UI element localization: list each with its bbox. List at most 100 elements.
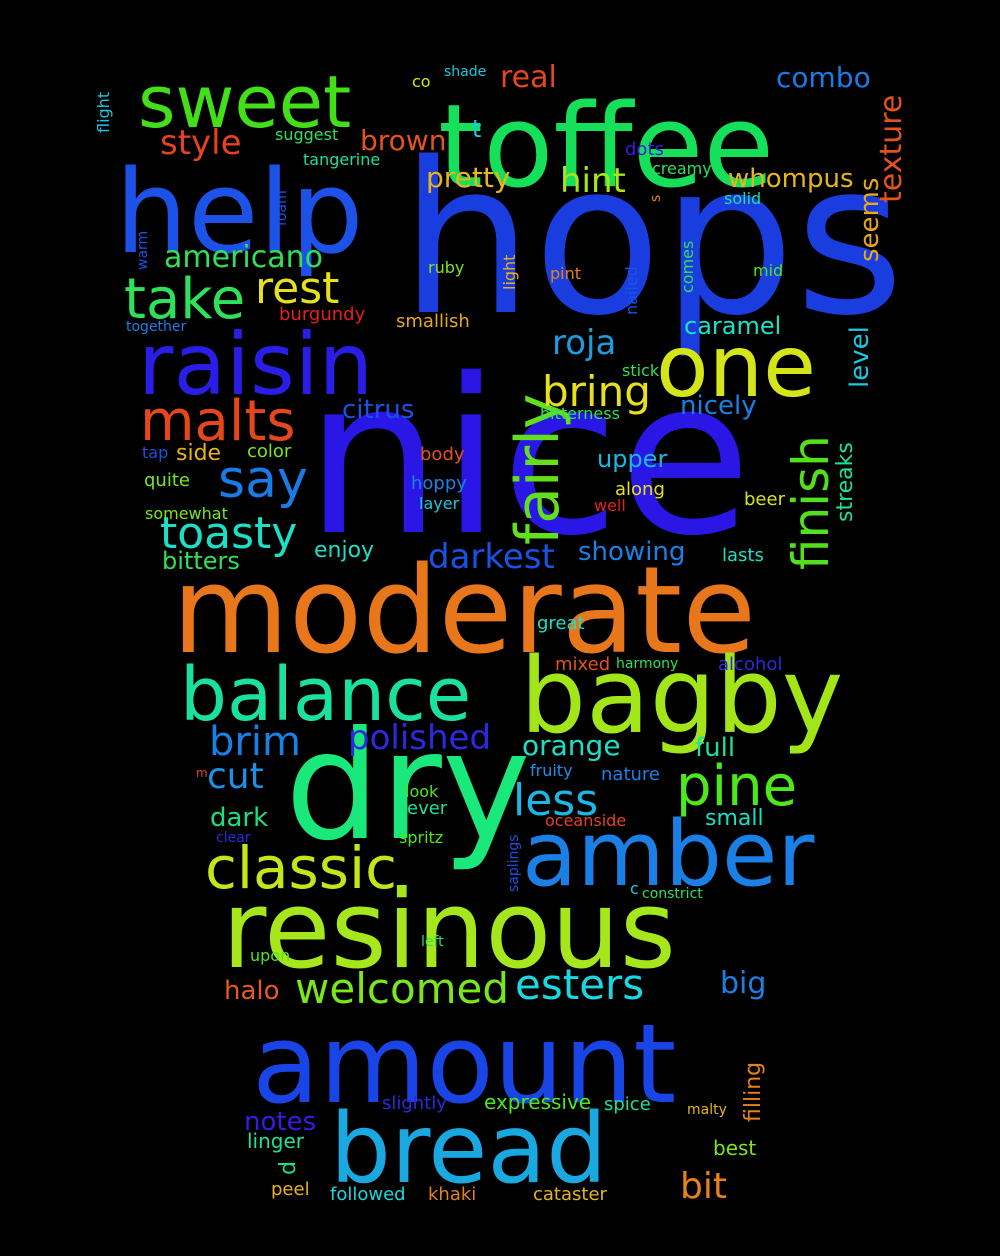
word-notes: notes: [244, 1107, 316, 1137]
word-ever: ever: [407, 798, 448, 819]
word-mixed: mixed: [555, 654, 610, 675]
word-flight: flight: [94, 92, 113, 133]
word-whompus: whompus: [728, 164, 854, 194]
word-cut: cut: [207, 756, 264, 797]
word-roja: roja: [552, 323, 616, 363]
word-s: s: [648, 195, 664, 202]
word-take: take: [124, 267, 245, 332]
word-pretty: pretty: [426, 161, 510, 194]
word-filling: filling: [741, 1062, 766, 1122]
word-d: d: [276, 1161, 301, 1175]
word-toffee: toffee: [438, 80, 774, 214]
word-spice: spice: [604, 1094, 651, 1115]
word-hoppy: hoppy: [411, 473, 467, 494]
word-solid: solid: [724, 189, 761, 208]
word-somewhat: somewhat: [145, 504, 228, 523]
word-upon: upon: [250, 946, 290, 965]
word-peel: peel: [271, 1179, 310, 1200]
word-real: real: [500, 60, 557, 95]
word-moderate: moderate: [172, 542, 756, 681]
word-rest: rest: [255, 263, 339, 314]
word-nice: nice: [305, 332, 751, 583]
word-m: m: [196, 766, 208, 780]
word-raisin: raisin: [138, 315, 373, 415]
word-pint: pint: [550, 264, 581, 283]
word-t: t: [472, 115, 481, 143]
word-malty: malty: [687, 1102, 727, 1118]
word-upper: upper: [597, 445, 667, 473]
word-well: well: [594, 496, 626, 515]
word-small: small: [705, 806, 764, 831]
word-finish: finish: [782, 435, 840, 570]
word-body: body: [420, 444, 465, 465]
word-resinous: resinous: [222, 868, 676, 993]
word-orange: orange: [522, 729, 621, 762]
word-welcomed: welcomed: [295, 964, 509, 1013]
word-dry: dry: [285, 700, 531, 874]
word-amount: amount: [252, 1000, 676, 1128]
word-dark: dark: [210, 803, 268, 833]
word-best: best: [713, 1136, 756, 1160]
word-style: style: [160, 123, 242, 163]
word-clear: clear: [216, 830, 251, 846]
word-harmony: harmony: [616, 656, 678, 672]
word-along: along: [615, 479, 665, 500]
word-layer: layer: [419, 494, 460, 513]
word-americano: americano: [164, 240, 323, 275]
word-together: together: [126, 319, 187, 335]
word-toasty: toasty: [160, 508, 297, 559]
word-brim: brim: [209, 719, 301, 765]
word-dots: dots: [625, 139, 664, 160]
word-great: great: [537, 613, 585, 634]
word-amber: amber: [522, 802, 814, 907]
word-tap: tap: [142, 443, 168, 462]
word-linger: linger: [247, 1129, 305, 1153]
word-brown: brown: [360, 124, 446, 157]
word-cataster: cataster: [533, 1184, 608, 1205]
word-streaks: streaks: [833, 442, 858, 522]
word-c: c: [630, 879, 639, 898]
word-foam: foam: [274, 190, 290, 226]
word-esters: esters: [515, 960, 644, 1009]
word-bread: bread: [330, 1093, 607, 1205]
word-bitterness: bitterness: [540, 404, 620, 423]
word-darkest: darkest: [428, 537, 555, 577]
word-pine: pine: [676, 754, 797, 819]
word-constrict: constrict: [642, 886, 703, 902]
word-nicely: nicely: [680, 391, 757, 421]
word-quite: quite: [144, 470, 190, 491]
word-khaki: khaki: [428, 1184, 476, 1205]
word-lasts: lasts: [722, 545, 764, 566]
word-oceanside: oceanside: [545, 811, 626, 830]
word-look: look: [405, 782, 439, 801]
word-color: color: [247, 441, 292, 462]
word-hint: hint: [560, 161, 626, 201]
word-followed: followed: [330, 1184, 406, 1205]
word-showing: showing: [578, 537, 685, 567]
word-comes: comes: [678, 241, 697, 293]
word-caramel: caramel: [684, 312, 781, 340]
word-slightly: slightly: [382, 1093, 447, 1114]
word-nature: nature: [601, 764, 660, 785]
word-say: say: [218, 450, 308, 510]
word-ruby: ruby: [428, 258, 464, 277]
word-beer: beer: [744, 489, 786, 510]
word-nailed: nailed: [622, 266, 641, 315]
word-alcohol: alcohol: [718, 654, 782, 675]
word-burgundy: burgundy: [279, 304, 366, 325]
word-help: help: [115, 146, 364, 280]
word-classic: classic: [205, 834, 397, 902]
word-left: left: [421, 934, 444, 950]
word-spritz: spritz: [399, 828, 443, 847]
word-bit: bit: [680, 1166, 727, 1207]
word-shade: shade: [444, 64, 486, 80]
word-bitters: bitters: [162, 547, 240, 575]
word-suggest: suggest: [275, 125, 338, 144]
word-big: big: [720, 966, 766, 1001]
word-halo: halo: [224, 976, 280, 1006]
word-side: side: [176, 441, 221, 466]
word-hops: hops: [400, 117, 904, 362]
word-warm: warm: [135, 231, 151, 270]
word-expressive: expressive: [484, 1090, 591, 1114]
